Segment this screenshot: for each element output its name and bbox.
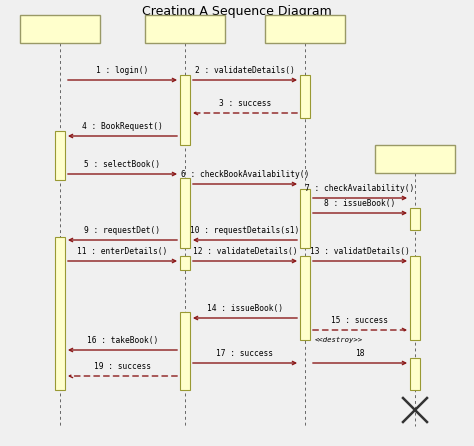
Bar [180, 312, 190, 390]
Bar [265, 15, 345, 43]
Bar [410, 256, 420, 340]
Text: 7 : checkAvailability(): 7 : checkAvailability() [305, 184, 415, 193]
Bar [55, 237, 65, 390]
Bar [180, 178, 190, 248]
Text: Creating A Sequence Diagram: Creating A Sequence Diagram [142, 5, 332, 18]
Text: 2 : validateDetails(): 2 : validateDetails() [195, 66, 295, 75]
Text: 17 : success: 17 : success [217, 349, 273, 358]
Bar [300, 75, 310, 118]
Bar [145, 15, 225, 43]
Text: 1 : login(): 1 : login() [96, 66, 149, 75]
Text: 10 : requestDetails(s1): 10 : requestDetails(s1) [191, 226, 300, 235]
Text: l1:Library: l1:Library [160, 25, 210, 33]
Bar [410, 208, 420, 230]
Text: 11 : enterDetails(): 11 : enterDetails() [77, 247, 168, 256]
Bar [300, 189, 310, 248]
Text: 13 : validatDetails(): 13 : validatDetails() [310, 247, 410, 256]
Bar [180, 75, 190, 145]
Text: 16 : takeBook(): 16 : takeBook() [87, 336, 158, 345]
Text: 12 : validateDetails(): 12 : validateDetails() [193, 247, 297, 256]
Bar [55, 131, 65, 180]
Bar [375, 145, 455, 173]
Text: 6 : checkBookAvailability(): 6 : checkBookAvailability() [181, 170, 309, 179]
Text: 4 : BookRequest(): 4 : BookRequest() [82, 122, 163, 131]
Bar [300, 256, 310, 340]
Bar [410, 358, 420, 390]
Text: t1:Operation: t1:Operation [385, 154, 445, 164]
Text: 19 : success: 19 : success [94, 362, 151, 371]
Text: 8 : issueBook(): 8 : issueBook() [324, 199, 396, 208]
Text: 15 : success: 15 : success [331, 316, 389, 325]
Text: lb:LibraryDB: lb:LibraryDB [275, 25, 335, 33]
Text: 9 : requestDet(): 9 : requestDet() [84, 226, 161, 235]
Text: 3 : success: 3 : success [219, 99, 271, 108]
Text: s1:student: s1:student [35, 25, 85, 33]
Text: 18: 18 [355, 349, 365, 358]
Text: 5 : selectBook(): 5 : selectBook() [84, 160, 161, 169]
Text: <<destroy>>: <<destroy>> [315, 337, 363, 343]
Bar [20, 15, 100, 43]
Bar [180, 256, 190, 270]
Text: 14 : issueBook(): 14 : issueBook() [207, 304, 283, 313]
